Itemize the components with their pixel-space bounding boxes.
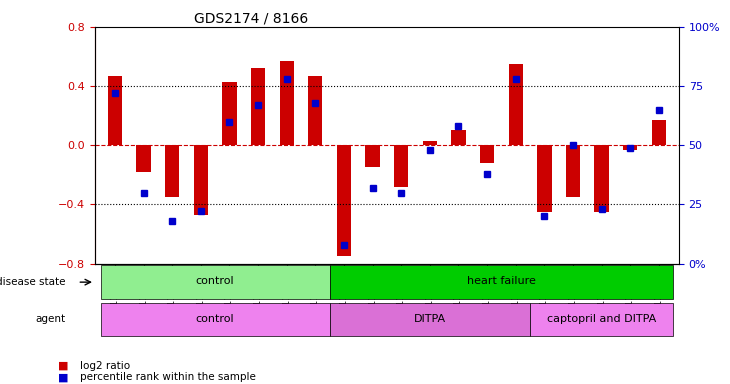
Bar [509, 64, 523, 145]
FancyBboxPatch shape [330, 303, 530, 336]
Bar [451, 131, 466, 145]
Text: disease state: disease state [0, 277, 66, 287]
Text: agent: agent [36, 314, 66, 324]
Bar [652, 120, 666, 145]
Bar [165, 145, 180, 197]
Bar [566, 145, 580, 197]
Text: captopril and DITPA: captopril and DITPA [547, 314, 656, 324]
Text: log2 ratio: log2 ratio [80, 361, 131, 371]
Bar [280, 61, 294, 145]
Bar [337, 145, 351, 256]
Bar [193, 145, 208, 215]
Text: ■: ■ [58, 372, 69, 382]
Bar [223, 82, 237, 145]
Text: GDS2174 / 8166: GDS2174 / 8166 [194, 12, 309, 26]
FancyBboxPatch shape [101, 303, 330, 336]
Bar [137, 145, 150, 172]
Text: control: control [196, 314, 234, 324]
Bar [308, 76, 323, 145]
Text: percentile rank within the sample: percentile rank within the sample [80, 372, 256, 382]
Bar [394, 145, 408, 187]
FancyBboxPatch shape [101, 265, 330, 299]
Bar [537, 145, 551, 212]
Bar [423, 141, 437, 145]
Bar [594, 145, 609, 212]
Text: control: control [196, 276, 234, 286]
Bar [251, 68, 265, 145]
FancyBboxPatch shape [330, 265, 673, 299]
Bar [108, 76, 122, 145]
Bar [480, 145, 494, 163]
FancyBboxPatch shape [530, 303, 673, 336]
Text: ■: ■ [58, 361, 69, 371]
Bar [623, 145, 637, 150]
Text: DITPA: DITPA [414, 314, 446, 324]
Text: heart failure: heart failure [467, 276, 536, 286]
Bar [366, 145, 380, 167]
